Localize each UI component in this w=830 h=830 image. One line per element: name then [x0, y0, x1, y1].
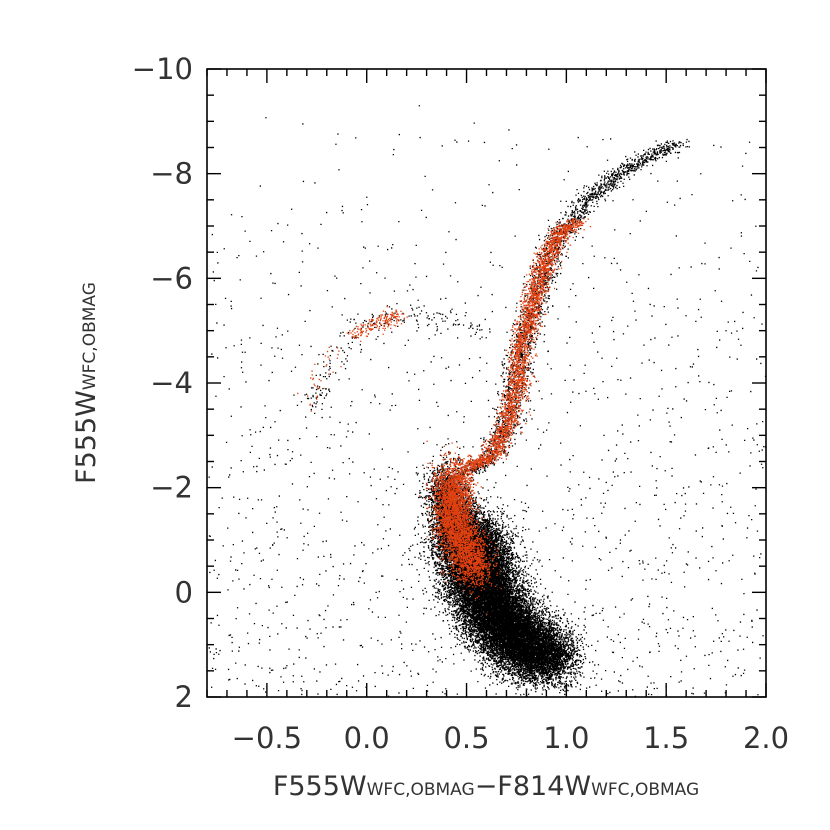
x-tick-label: 1.5 — [643, 721, 689, 755]
axis-label-subscript: WFC,OBMAG — [591, 780, 699, 800]
x-tick-label: 0.0 — [344, 721, 390, 755]
axis-label-text: F555W — [71, 390, 102, 484]
axis-label-subscript: WFC,OBMAG — [367, 780, 475, 800]
y-tick-label: 2 — [175, 680, 193, 714]
y-tick-label: −4 — [150, 366, 193, 400]
y-tick-label: −8 — [150, 157, 193, 191]
y-tick-label: −2 — [150, 471, 193, 505]
x-tick-label: 2.0 — [743, 721, 789, 755]
y-tick-label: −10 — [132, 52, 193, 86]
y-axis-label: F555WWFC,OBMAG — [71, 282, 102, 484]
x-tick-label: 0.5 — [443, 721, 489, 755]
tick-labels: −0.5 0.0 0.5 1.0 1.5 2.0 −10 −8 −6 −4 −2 0 2 — [132, 52, 789, 755]
y-tick-label: 0 — [175, 575, 193, 609]
scatter-series-0 — [208, 105, 767, 698]
scatter-points — [208, 105, 767, 698]
axis-ticks — [206, 68, 767, 698]
axis-label-text: −F814W — [475, 771, 591, 802]
x-tick-label: 1.0 — [543, 721, 589, 755]
y-tick-label: −6 — [150, 261, 193, 295]
axis-label-subscript: WFC,OBMAG — [80, 282, 100, 390]
x-tick-label: −0.5 — [232, 721, 302, 755]
x-axis-label: F555WWFC,OBMAG−F814WWFC,OBMAG — [273, 771, 699, 802]
axis-label-text: F555W — [273, 771, 367, 802]
